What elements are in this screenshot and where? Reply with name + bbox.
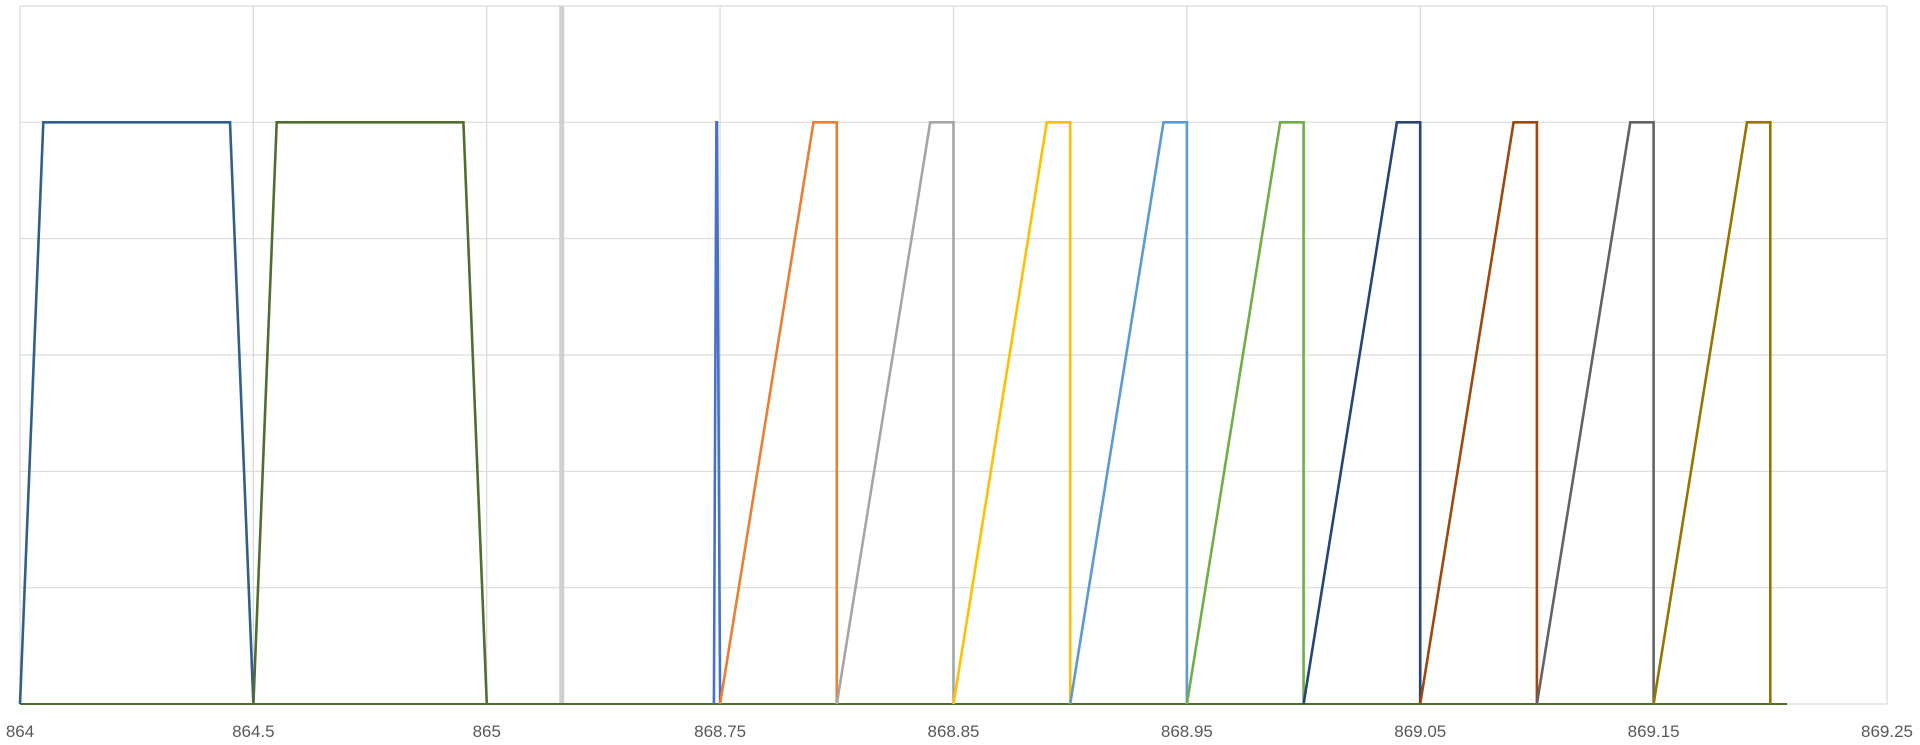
x-tick-label: 868.85 [928,722,980,741]
series-line-8 [1185,121,1305,705]
series-line-3 [712,121,722,705]
x-tick-label: 864.5 [232,722,275,741]
series-line-10 [1418,121,1539,705]
x-tick-label: 868.95 [1161,722,1213,741]
series-line-2 [252,121,489,705]
series-lines [18,121,1772,705]
x-tick-label: 864 [6,722,34,741]
series-line-7 [1068,121,1189,705]
x-axis-tick-labels: 864 864.5 865 868.75 868.85 868.95 869.05 869.1… [6,722,1913,741]
series-line-9 [1302,121,1422,705]
series-line-1 [18,121,255,705]
series-line-5 [835,121,955,705]
x-tick-label: 868.75 [694,722,746,741]
series-line-4 [718,121,839,705]
series-line-12 [1652,121,1772,705]
x-tick-label: 865 [473,722,501,741]
x-tick-label: 869.05 [1394,722,1446,741]
x-tick-label: 869.15 [1628,722,1680,741]
series-line-6 [952,121,1072,705]
series-line-11 [1535,121,1655,705]
x-tick-label: 869.25 [1861,722,1913,741]
